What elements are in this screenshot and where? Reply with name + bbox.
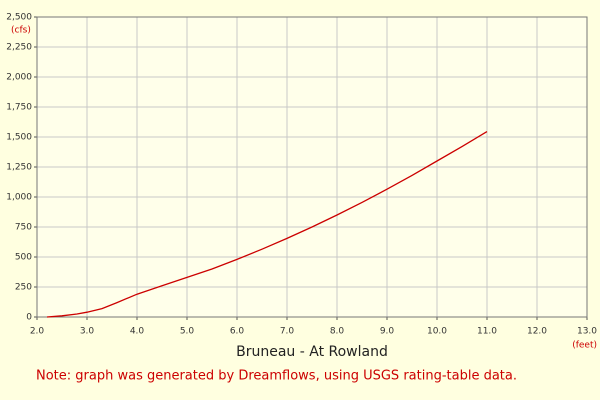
- x-tick-label: 12.0: [527, 327, 547, 337]
- y-tick-label: 1,000: [6, 193, 32, 203]
- y-tick-label: 2,000: [6, 73, 32, 83]
- x-tick-label: 10.0: [427, 327, 447, 337]
- x-tick-label: 8.0: [330, 327, 345, 337]
- x-tick-label: 7.0: [280, 327, 295, 337]
- x-tick-label: 4.0: [130, 327, 145, 337]
- note: Note: graph was generated by Dreamflows,…: [36, 369, 517, 384]
- x-tick-label: 5.0: [180, 327, 195, 337]
- y-unit: (cfs): [11, 26, 31, 36]
- x-tick-label: 11.0: [477, 327, 497, 337]
- chart-title: Bruneau - At Rowland: [236, 344, 388, 360]
- x-tick-label: 9.0: [380, 327, 395, 337]
- x-tick-label: 2.0: [30, 327, 45, 337]
- plot-frame: [36, 16, 588, 318]
- data-line: [46, 131, 488, 318]
- x-tick-label: 6.0: [230, 327, 245, 337]
- y-tick-label: 250: [15, 283, 32, 293]
- y-tick-label: 0: [26, 313, 32, 323]
- y-tick-label: 500: [15, 253, 32, 263]
- y-tick-label: 2,500: [6, 13, 32, 23]
- x-tick-label: 3.0: [80, 327, 95, 337]
- y-tick-label: 2,250: [6, 43, 32, 53]
- y-tick-label: 1,250: [6, 163, 32, 173]
- y-tick-label: 1,500: [6, 133, 32, 143]
- x-tick-label: 13.0: [577, 327, 597, 337]
- x-unit: (feet): [572, 341, 597, 351]
- y-tick-label: 750: [15, 223, 32, 233]
- y-tick-label: 1,750: [6, 103, 32, 113]
